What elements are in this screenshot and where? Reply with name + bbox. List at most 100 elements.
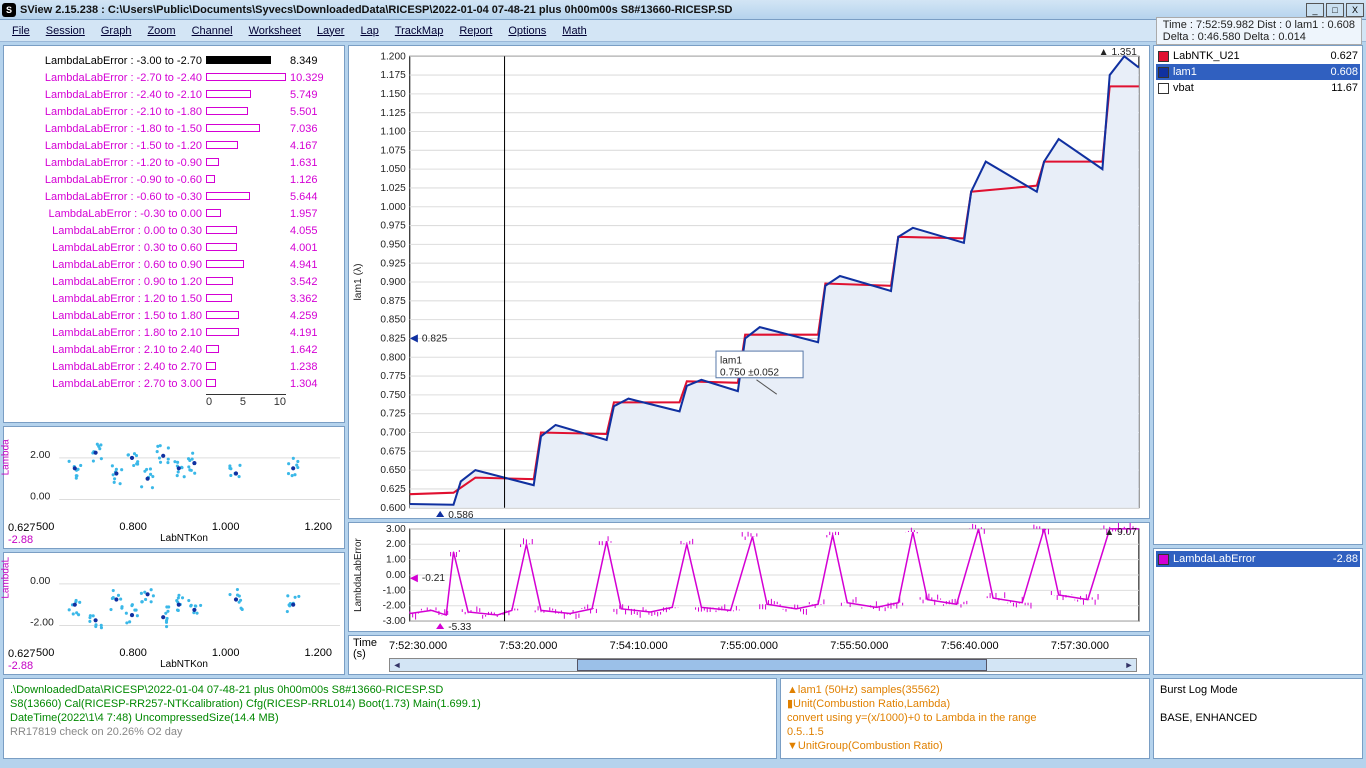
menu-graph[interactable]: Graph <box>93 23 140 39</box>
menu-layer[interactable]: Layer <box>309 23 353 39</box>
svg-text:0.925: 0.925 <box>380 258 406 269</box>
svg-text:0.800: 0.800 <box>380 352 406 363</box>
svg-text:0.625: 0.625 <box>380 484 406 495</box>
menu-worksheet[interactable]: Worksheet <box>241 23 309 39</box>
error-channel-panel: LambdaLabError-2.88 <box>1153 548 1363 675</box>
histo-value-11: 4.001 <box>286 242 318 254</box>
histo-value-15: 4.259 <box>286 310 318 322</box>
time-tick: 7:55:00.000 <box>720 640 778 652</box>
histo-bar-4 <box>206 124 260 132</box>
histo-bar-14 <box>206 294 232 302</box>
time-tick: 7:53:20.000 <box>499 640 557 652</box>
menu-session[interactable]: Session <box>38 23 93 39</box>
channel-row-vbat[interactable]: vbat11.67 <box>1156 80 1360 96</box>
svg-text:0.586: 0.586 <box>448 510 474 518</box>
svg-text:1.050: 1.050 <box>380 164 406 175</box>
channel-row-LabNTK_U21[interactable]: LabNTK_U210.627 <box>1156 48 1360 64</box>
histogram-panel: LambdaLabError : -3.00 to -2.70 8.349 Lamb… <box>3 45 345 423</box>
histo-bar-9 <box>206 209 221 217</box>
footer-burst-info: Burst Log Mode BASE, ENHANCED <box>1153 678 1363 759</box>
footer-orange-line: convert using y=(x/1000)+0 to Lambda in … <box>787 711 1143 725</box>
channel-swatch <box>1158 67 1169 78</box>
miniplot1-svg: 0.002.00 <box>28 429 340 518</box>
histo-label-14: LambdaLabError : 1.20 to 1.50 <box>8 293 206 305</box>
miniplot1-val-a: 0.627 <box>8 522 36 534</box>
menu-options[interactable]: Options <box>500 23 554 39</box>
svg-text:-2.00: -2.00 <box>30 618 54 629</box>
footer-check-line: RR17819 check on 20.26% O2 day <box>10 725 770 739</box>
time-tick: 7:54:10.000 <box>610 640 668 652</box>
time-tick: 7:57:30.000 <box>1051 640 1109 652</box>
histo-bar-5 <box>206 141 238 149</box>
histo-label-0: LambdaLabError : -3.00 to -2.70 <box>8 55 206 67</box>
main-chart-panel[interactable]: 0.6000.6250.6500.6750.7000.7250.7500.775… <box>348 45 1150 519</box>
channel-swatch <box>1158 83 1169 94</box>
time-units: (s) <box>353 648 366 660</box>
footer-file-line: .\DownloadedData\RICESP\2022-01-04 07-48… <box>10 683 770 697</box>
svg-text:-0.21: -0.21 <box>422 573 446 584</box>
menu-report[interactable]: Report <box>451 23 500 39</box>
time-tick: 7:55:50.000 <box>830 640 888 652</box>
scatter-lambdal-panel[interactable]: LambdaL -2.000.00 5000.8001.0001.200 Lab… <box>3 552 345 675</box>
histo-bar-0 <box>206 56 271 64</box>
histo-label-7: LambdaLabError : -0.90 to -0.60 <box>8 174 206 186</box>
scroll-left-icon[interactable]: ◄ <box>390 660 404 670</box>
histo-bar-18 <box>206 362 216 370</box>
histo-bar-17 <box>206 345 219 353</box>
scroll-thumb[interactable] <box>577 659 987 671</box>
scroll-right-icon[interactable]: ► <box>1122 660 1136 670</box>
menu-lap[interactable]: Lap <box>352 23 386 39</box>
channel-name: LabNTK_U21 <box>1173 50 1330 62</box>
close-button[interactable]: X <box>1346 3 1364 17</box>
main-chart-svg: 0.6000.6250.6500.6750.7000.7250.7500.775… <box>349 46 1149 518</box>
channel-value: -2.88 <box>1333 553 1358 565</box>
cursor-info-box: Time : 7:52:59.982 Dist : 0 lam1 : 0.608… <box>1156 17 1362 45</box>
svg-text:0.775: 0.775 <box>380 371 406 382</box>
burst-title: Burst Log Mode <box>1160 683 1356 697</box>
svg-text:-2.00: -2.00 <box>383 601 407 612</box>
histo-bar-10 <box>206 226 237 234</box>
menu-math[interactable]: Math <box>554 23 594 39</box>
channel-name: LambdaLabError <box>1173 553 1333 565</box>
channel-name: vbat <box>1173 82 1331 94</box>
svg-text:1.200: 1.200 <box>380 51 406 62</box>
histo-value-17: 1.642 <box>286 344 318 356</box>
minimize-button[interactable]: _ <box>1306 3 1324 17</box>
histo-value-14: 3.362 <box>286 293 318 305</box>
cursor-info-line1: Time : 7:52:59.982 Dist : 0 lam1 : 0.608 <box>1163 19 1355 31</box>
histo-bar-15 <box>206 311 239 319</box>
maximize-button[interactable]: □ <box>1326 3 1344 17</box>
svg-text:-1.00: -1.00 <box>383 585 407 596</box>
svg-text:0.750 ±0.052: 0.750 ±0.052 <box>720 368 779 379</box>
channel-row-lam1[interactable]: lam10.608 <box>1156 64 1360 80</box>
miniplot2-svg: -2.000.00 <box>28 555 340 644</box>
menu-channel[interactable]: Channel <box>184 23 241 39</box>
svg-text:0.900: 0.900 <box>380 277 406 288</box>
err-channel-row[interactable]: LambdaLabError-2.88 <box>1156 551 1360 567</box>
channel-swatch <box>1158 51 1169 62</box>
miniplot2-val-a: 0.627 <box>8 648 36 660</box>
histo-value-0: 8.349 <box>286 55 318 67</box>
histo-value-1: 10.329 <box>286 72 324 84</box>
svg-text:▲ 1.351: ▲ 1.351 <box>1099 47 1137 58</box>
histo-value-7: 1.126 <box>286 174 318 186</box>
svg-text:-5.33: -5.33 <box>448 622 472 631</box>
histo-value-16: 4.191 <box>286 327 318 339</box>
miniplot1-val-b: -2.88 <box>8 534 33 546</box>
channel-value: 0.608 <box>1330 66 1358 78</box>
error-chart-panel[interactable]: -3.00-2.00-1.000.001.002.003.00LambdaLab… <box>348 522 1150 632</box>
histo-value-2: 5.749 <box>286 89 318 101</box>
histo-bar-13 <box>206 277 233 285</box>
burst-mode: BASE, ENHANCED <box>1160 711 1356 725</box>
histo-value-19: 1.304 <box>286 378 318 390</box>
time-scrollbar[interactable]: ◄ ► <box>389 658 1137 672</box>
histo-bar-1 <box>206 73 286 81</box>
menu-trackmap[interactable]: TrackMap <box>387 23 452 39</box>
scatter-lambda-panel[interactable]: Lambda 0.002.00 5000.8001.0001.200 LabNT… <box>3 426 345 549</box>
menu-zoom[interactable]: Zoom <box>139 23 183 39</box>
histo-bar-12 <box>206 260 244 268</box>
menu-file[interactable]: File <box>4 23 38 39</box>
histo-label-12: LambdaLabError : 0.60 to 0.90 <box>8 259 206 271</box>
svg-text:2.00: 2.00 <box>30 450 50 461</box>
svg-text:0.850: 0.850 <box>380 315 406 326</box>
